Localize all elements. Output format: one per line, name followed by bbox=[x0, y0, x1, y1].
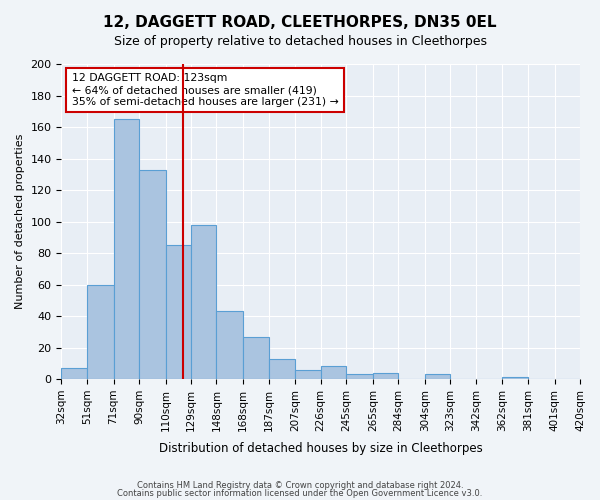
Bar bbox=[217, 312, 243, 379]
Bar bbox=[87, 284, 113, 379]
Bar bbox=[113, 119, 139, 379]
Text: 12, DAGGETT ROAD, CLEETHORPES, DN35 0EL: 12, DAGGETT ROAD, CLEETHORPES, DN35 0EL bbox=[103, 15, 497, 30]
Y-axis label: Number of detached properties: Number of detached properties bbox=[15, 134, 25, 309]
X-axis label: Distribution of detached houses by size in Cleethorpes: Distribution of detached houses by size … bbox=[159, 442, 482, 455]
Bar bbox=[502, 378, 528, 379]
Bar bbox=[346, 374, 373, 379]
Text: Contains HM Land Registry data © Crown copyright and database right 2024.: Contains HM Land Registry data © Crown c… bbox=[137, 481, 463, 490]
Text: Size of property relative to detached houses in Cleethorpes: Size of property relative to detached ho… bbox=[113, 35, 487, 48]
Bar bbox=[243, 336, 269, 379]
Bar bbox=[295, 370, 321, 379]
Bar bbox=[139, 170, 166, 379]
Bar bbox=[166, 245, 191, 379]
Bar bbox=[425, 374, 451, 379]
Text: Contains public sector information licensed under the Open Government Licence v3: Contains public sector information licen… bbox=[118, 488, 482, 498]
Bar bbox=[321, 366, 346, 379]
Text: 12 DAGGETT ROAD: 123sqm
← 64% of detached houses are smaller (419)
35% of semi-d: 12 DAGGETT ROAD: 123sqm ← 64% of detache… bbox=[72, 74, 338, 106]
Bar bbox=[61, 368, 87, 379]
Bar bbox=[191, 224, 217, 379]
Bar bbox=[269, 358, 295, 379]
Bar bbox=[373, 372, 398, 379]
